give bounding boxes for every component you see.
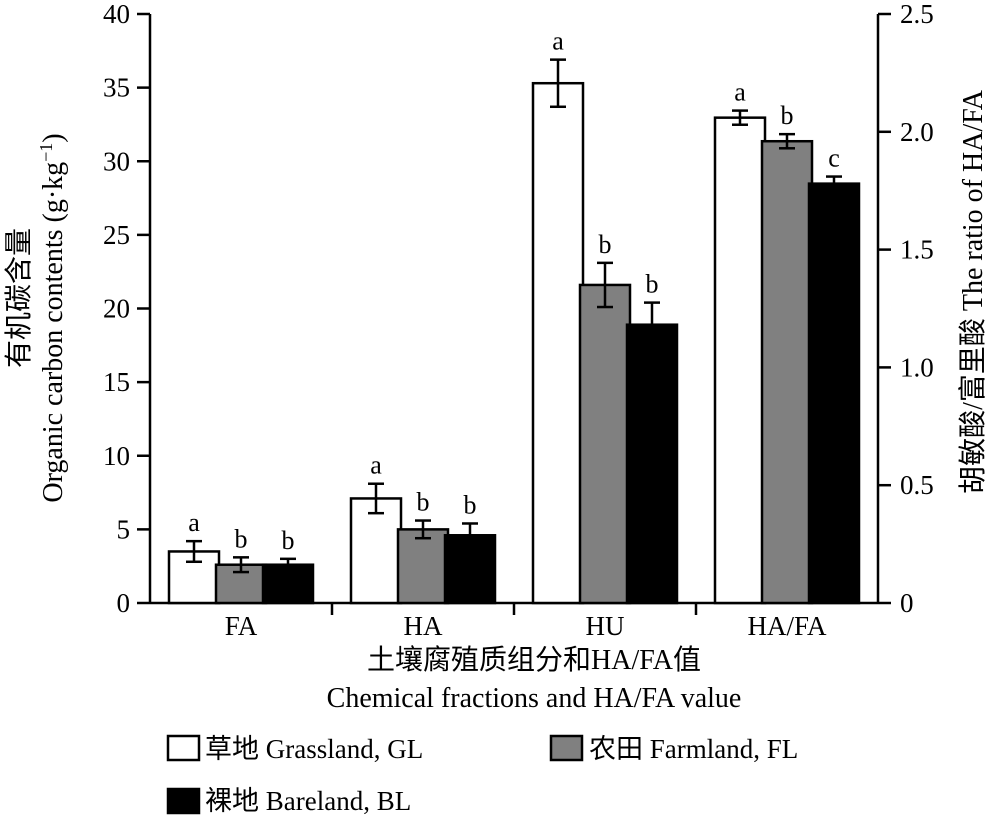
x-tick-label: HA/FA [747,611,827,641]
y-right-tick-label: 0 [900,588,914,618]
significance-label: b [781,101,794,130]
significance-label: a [370,451,382,480]
y-left-label-english: Organic carbon contents (g·kg−1) [36,133,69,502]
significance-label: b [282,526,295,555]
y-left-label-chinese: 有机碳含量 [3,228,35,368]
legend-item-grassland: 草地 Grassland, GL [166,734,423,764]
y-right-tick-label: 2.5 [900,0,934,29]
legend-label-grassland: 草地 Grassland, GL [205,734,423,764]
y-left-tick-label: 20 [103,294,130,324]
bar [625,323,679,605]
y-left-tick-label: 25 [103,220,130,250]
significance-label: a [552,27,564,56]
y-left-tick-label: 5 [117,514,131,544]
y-left-tick-label: 10 [103,441,130,471]
significance-label: b [235,524,248,553]
y-right-tick-label: 0.5 [900,470,934,500]
y-left-tick-label: 35 [103,73,130,103]
y-right-label: 胡敏酸/富里酸 The ratio of HA/FA [957,89,989,494]
x-axis-label-english: Chemical fractions and HA/FA value [327,683,742,714]
y-left-tick-label: 0 [117,588,131,618]
bar [807,182,861,605]
y-right-tick-label: 1.0 [900,352,934,382]
y-left-tick-label: 30 [103,146,130,176]
legend: 草地 Grassland, GL 农田 Farmland, FL 裸地 Bare… [166,734,798,816]
x-tick-label: FA [225,611,258,641]
legend-label-bareland: 裸地 Bareland, BL [205,786,411,816]
legend-swatch-grassland [166,734,201,762]
significance-label: b [599,230,612,259]
x-axis-label-chinese: 土壤腐殖质组分和HA/FA值 [367,644,701,676]
legend-swatch-farmland [549,734,584,762]
x-tick-label: HU [586,611,625,641]
legend-item-bareland: 裸地 Bareland, BL [166,786,411,816]
y-left-tick-label: 40 [103,0,130,29]
legend-swatch-bareland [166,787,201,815]
y-right-tick-label: 1.5 [900,235,934,265]
x-tick-label: HA [404,611,443,641]
y-left-tick-label: 15 [103,367,130,397]
significance-label: a [734,78,746,107]
significance-label: c [828,144,840,173]
bar [760,139,814,605]
y-right-tick-label: 2.0 [900,117,934,147]
plot-area: 0 5 10 15 20 25 30 35 40 0 0.5 1.0 1.5 2.0 2.5 FA a b b HA a… [103,0,934,641]
bar [713,116,767,605]
bar [396,528,450,605]
legend-label-farmland: 农田 Farmland, FL [589,734,798,764]
significance-label: b [417,488,430,517]
legend-item-farmland: 农田 Farmland, FL [549,734,798,764]
bar [578,283,632,605]
bar [531,81,585,605]
significance-label: b [646,270,659,299]
significance-label: a [188,508,200,537]
significance-label: b [464,490,477,519]
